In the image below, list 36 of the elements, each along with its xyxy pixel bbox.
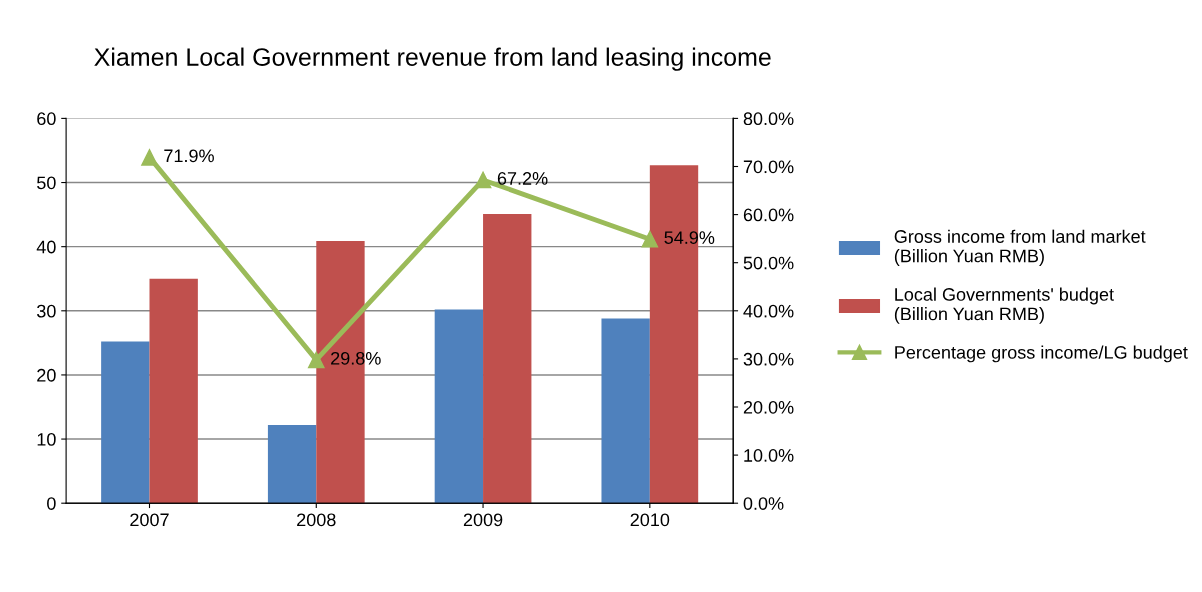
y2-tick-label: 40.0% bbox=[743, 304, 794, 318]
y2-tick-label: 50.0% bbox=[743, 256, 794, 270]
legend-label: Percentage gross income/LG budget bbox=[895, 345, 1188, 363]
bar bbox=[601, 318, 650, 504]
y2-tick-label: 60.0% bbox=[743, 208, 794, 222]
x-tick-label: 2008 bbox=[297, 513, 336, 527]
bar bbox=[434, 309, 484, 504]
y2-tick-label: 10.0% bbox=[744, 449, 794, 462]
y2-tick-label: 70.0% bbox=[743, 160, 794, 174]
chart-title: Xiamen Local Government revenue from land leasing income bbox=[94, 47, 771, 71]
x-tick-label: 2010 bbox=[630, 513, 670, 527]
data-label: 71.9% bbox=[164, 149, 214, 163]
point bbox=[141, 149, 158, 166]
legend-label: Gross income from land market (Billion Yuan RMB) bbox=[894, 229, 1146, 266]
y-tick-label: 10 bbox=[37, 433, 56, 446]
data-label: 67.2% bbox=[497, 172, 548, 185]
point bbox=[474, 171, 492, 189]
x-tick-label: 2009 bbox=[463, 513, 503, 527]
y-tick-label: 30 bbox=[36, 304, 56, 318]
y2-tick-label: 30.0% bbox=[743, 352, 794, 366]
y-tick-label: 60 bbox=[37, 112, 56, 126]
x-tick-label: 2007 bbox=[130, 513, 169, 527]
bar bbox=[267, 424, 317, 504]
bar bbox=[149, 278, 198, 504]
point bbox=[641, 230, 659, 248]
y2-tick-label: 80.0% bbox=[743, 112, 794, 126]
point bbox=[307, 351, 325, 369]
legend-label: Local Governments' budget (Billion Yuan RMB) bbox=[894, 287, 1114, 324]
y-tick-label: 50 bbox=[37, 176, 56, 190]
y-tick-label: 0 bbox=[47, 497, 56, 510]
bar bbox=[483, 213, 532, 504]
y2-tick-label: 20.0% bbox=[743, 400, 794, 414]
y-tick-label: 20 bbox=[37, 368, 56, 382]
y2-tick-label: 0.0% bbox=[743, 497, 784, 510]
bar bbox=[101, 341, 150, 504]
y-tick-label: 40 bbox=[36, 240, 56, 254]
